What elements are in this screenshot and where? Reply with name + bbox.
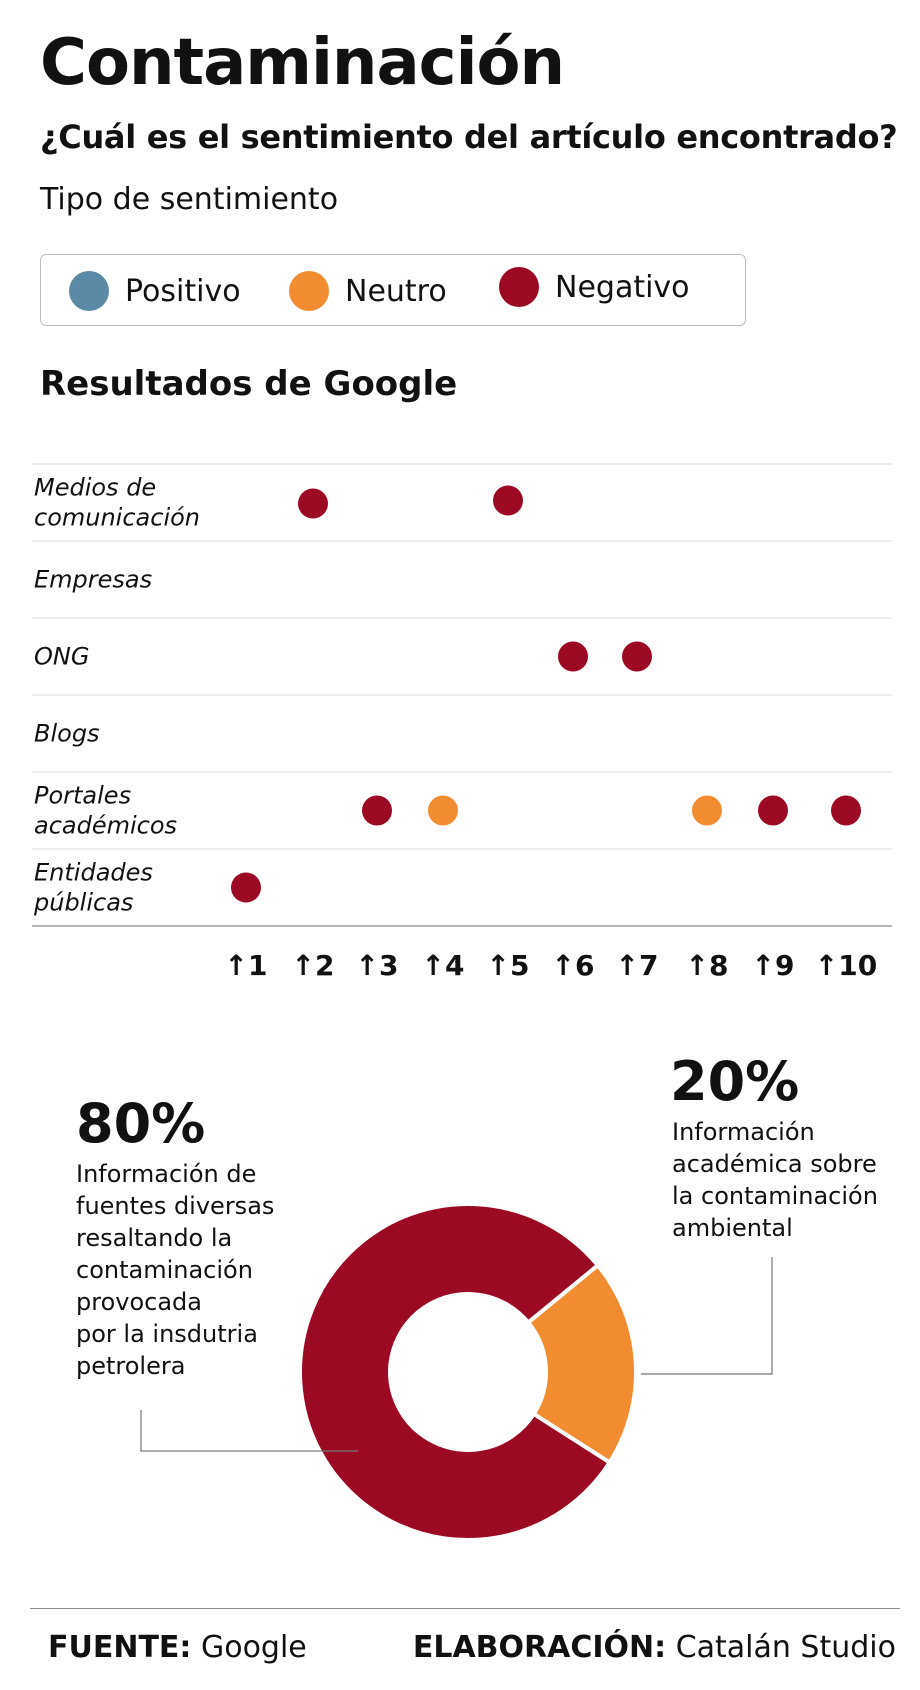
leader-line-80: [140, 1410, 358, 1452]
legend-item-negativo: Negativo: [499, 251, 690, 323]
row-label: Entidades públicas: [33, 859, 153, 917]
pct-desc-20: Información académica sobre la contamina…: [672, 1116, 878, 1244]
x-tick-label: ↑7: [616, 949, 659, 982]
desc-line: por la insdutria: [76, 1320, 258, 1348]
section-title: Resultados de Google: [40, 364, 458, 404]
row-label: Blogs: [34, 720, 100, 748]
desc-line: fuentes diversas: [76, 1192, 275, 1220]
x-tick-label: ↑9: [752, 949, 795, 982]
row-label: Empresas: [34, 566, 152, 594]
x-tick-label: ↑1: [225, 949, 268, 982]
legend-item-neutro: Neutro: [289, 255, 447, 327]
legend-label-negativo: Negativo: [555, 269, 690, 305]
desc-line: ambiental: [672, 1214, 793, 1242]
desc-line: Información de: [76, 1160, 257, 1188]
dot-plot-chart: Medios de comunicación Empresas ONG Blogs Por…: [32, 463, 892, 982]
row-label: Medios de comunicación: [34, 474, 200, 532]
pct-desc-80: Información de fuentes diversas resaltan…: [76, 1158, 274, 1382]
footer-credit-value: Catalán Studio: [675, 1630, 896, 1665]
row-label: Portales académicos: [34, 782, 177, 840]
legend-item-positivo: Positivo: [69, 255, 241, 327]
pct-label-20: 20%: [670, 1050, 800, 1113]
page-title: Contaminación: [40, 26, 565, 100]
data-point: [362, 795, 392, 826]
legend-dot-negativo: [499, 267, 539, 307]
data-point: [831, 795, 861, 826]
footer-source: FUENTE: Google: [48, 1630, 307, 1665]
data-point: [428, 795, 458, 826]
data-point: [231, 872, 261, 903]
legend-dot-positivo: [69, 271, 109, 311]
desc-line: resaltando la: [76, 1224, 233, 1252]
x-tick-label: ↑10: [815, 949, 877, 982]
data-point: [558, 641, 588, 672]
donut-slice: [298, 1202, 613, 1542]
data-point: [298, 488, 328, 519]
desc-line: académica sobre: [672, 1150, 877, 1178]
data-point: [692, 795, 722, 826]
x-tick-label: ↑5: [487, 949, 530, 982]
x-tick-label: ↑8: [686, 949, 729, 982]
pct-label-80: 80%: [76, 1092, 206, 1155]
footer-credit-label: ELABORACIÓN:: [412, 1630, 667, 1665]
x-tick-label: ↑4: [422, 949, 465, 982]
data-point: [493, 485, 523, 516]
donut-slice: [525, 1262, 638, 1466]
desc-line: la contaminación: [672, 1182, 878, 1210]
legend-label-positivo: Positivo: [125, 273, 241, 309]
footer-source-label: FUENTE:: [48, 1630, 192, 1665]
desc-line: petrolera: [76, 1352, 186, 1380]
sentiment-legend: Positivo Neutro Negativo: [40, 254, 746, 326]
legend-title: Tipo de sentimiento: [40, 182, 339, 217]
page-subtitle: ¿Cuál es el sentimiento del artículo enc…: [40, 118, 898, 156]
legend-dot-neutro: [289, 271, 329, 311]
footer-credit: ELABORACIÓN: Catalán Studio: [413, 1630, 896, 1665]
row-label: ONG: [34, 643, 89, 671]
desc-line: contaminación: [76, 1256, 253, 1284]
data-point: [758, 795, 788, 826]
data-point: [622, 641, 652, 672]
footer-divider: [30, 1608, 900, 1609]
x-tick-label: ↑2: [292, 949, 335, 982]
leader-line-20: [641, 1257, 773, 1375]
legend-label-neutro: Neutro: [345, 273, 447, 309]
desc-line: Información: [672, 1118, 815, 1146]
footer-source-value: Google: [200, 1630, 307, 1665]
x-tick-label: ↑6: [552, 949, 595, 982]
x-tick-label: ↑3: [356, 949, 399, 982]
desc-line: provocada: [76, 1288, 202, 1316]
